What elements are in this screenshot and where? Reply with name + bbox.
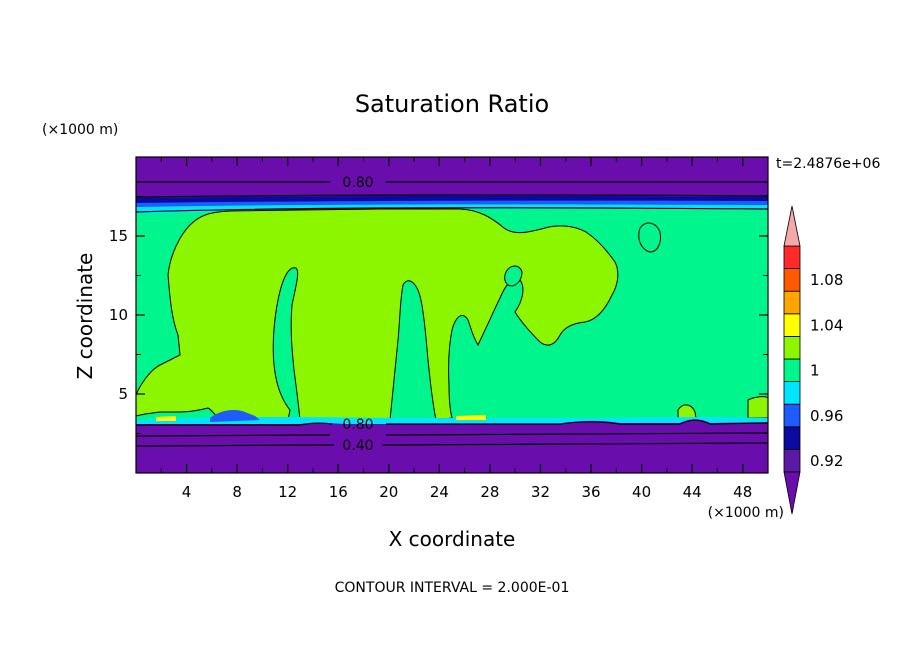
colorbar bbox=[783, 205, 801, 515]
colorbar-swatch bbox=[783, 403, 801, 428]
y-tick-label-5: 5 bbox=[118, 385, 128, 403]
colorbar-swatch bbox=[783, 448, 801, 473]
colorbar-swatch bbox=[783, 313, 801, 337]
fringe-yellow-1 bbox=[156, 416, 176, 421]
colorbar-label: 0.96 bbox=[810, 407, 843, 425]
y-axis-ticks: 5 10 15 bbox=[109, 196, 768, 434]
saturated-pocket-1 bbox=[638, 222, 661, 253]
x-tick-label-12: 12 bbox=[278, 483, 297, 501]
contour-lower-0-40 bbox=[136, 442, 768, 447]
colorbar-label: 0.92 bbox=[810, 452, 843, 470]
contour-lines bbox=[136, 181, 768, 447]
x-tick-label-44: 44 bbox=[683, 483, 702, 501]
colorbar-swatch bbox=[783, 358, 801, 383]
y-tick-label-10: 10 bbox=[109, 306, 128, 324]
y-axis-label: Z coordinate bbox=[73, 253, 97, 380]
contour-interval-footer: CONTOUR INTERVAL = 2.000E-01 bbox=[335, 580, 570, 596]
colorbar-swatch bbox=[783, 290, 801, 315]
y-tick-label-15: 15 bbox=[109, 227, 128, 245]
saturated-pocket-2 bbox=[504, 265, 523, 287]
cloud-main-region bbox=[136, 208, 619, 421]
y-unit-label: (×1000 m) bbox=[42, 122, 118, 138]
colorbar-swatch bbox=[783, 268, 801, 292]
contour-lower-0-60 bbox=[136, 432, 768, 437]
x-tick-label-20: 20 bbox=[379, 483, 398, 501]
x-axis-ticks: 4 8 12 16 20 24 28 32 36 40 44 48 bbox=[160, 157, 752, 501]
x-tick-label-24: 24 bbox=[430, 483, 449, 501]
x-axis-label: X coordinate bbox=[389, 527, 516, 551]
x-tick-label-28: 28 bbox=[480, 483, 499, 501]
x-tick-label-16: 16 bbox=[329, 483, 348, 501]
colorbar-labels: 1.08 1.04 1 0.96 0.92 bbox=[810, 271, 843, 470]
moist-spot-right bbox=[677, 404, 697, 419]
colorbar-swatch bbox=[783, 245, 801, 270]
time-label: t=2.4876e+06 bbox=[776, 156, 880, 172]
colorbar-swatch bbox=[783, 426, 801, 450]
moist-spot-edge bbox=[747, 396, 768, 419]
contour-lower-0-80 bbox=[136, 419, 768, 426]
x-tick-label-36: 36 bbox=[581, 483, 600, 501]
x-tick-label-4: 4 bbox=[182, 483, 192, 501]
x-tick-label-32: 32 bbox=[531, 483, 550, 501]
colorbar-upper-arrow bbox=[783, 205, 801, 247]
x-tick-label-48: 48 bbox=[733, 483, 752, 501]
contour-cloud-top bbox=[136, 207, 768, 213]
colorbar-lower-arrow bbox=[783, 471, 801, 515]
contour-label-upper: 0.80 bbox=[342, 175, 373, 191]
colorbar-swatch bbox=[783, 381, 801, 405]
x-tick-label-40: 40 bbox=[632, 483, 651, 501]
chart-title: Saturation Ratio bbox=[355, 90, 549, 118]
colorbar-swatch bbox=[783, 335, 801, 360]
fringe-yellow-2 bbox=[456, 415, 486, 420]
lower-dry-layer-top bbox=[136, 419, 768, 473]
contour-label-lower-a: 0.80 bbox=[342, 417, 373, 433]
contour-upper-inner bbox=[136, 194, 768, 198]
x-tick-label-8: 8 bbox=[232, 483, 242, 501]
colorbar-label: 1.08 bbox=[810, 271, 843, 289]
contour-label-group: 0.80 0.80 0.40 bbox=[342, 175, 373, 454]
fringe-blue-band bbox=[210, 410, 260, 422]
contour-label-lower-b: 0.40 bbox=[342, 438, 373, 454]
colorbar-label: 1 bbox=[810, 362, 820, 380]
colorbar-label: 1.04 bbox=[810, 316, 843, 334]
x-unit-label: (×1000 m) bbox=[708, 505, 784, 521]
